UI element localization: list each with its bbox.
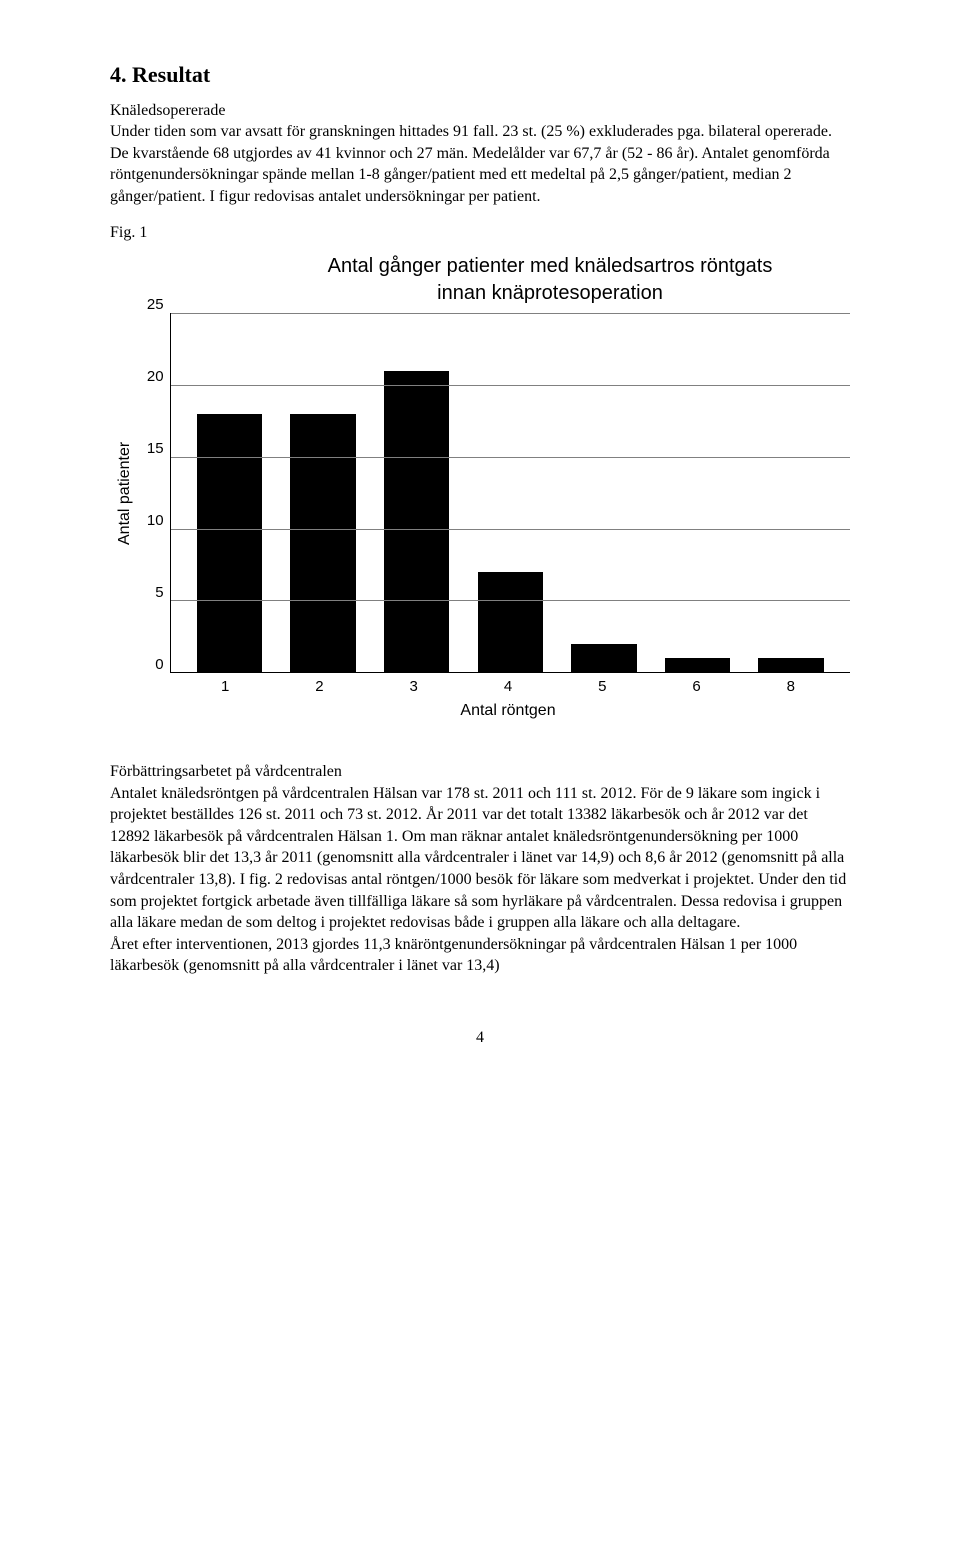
- bar-slot: [651, 313, 745, 672]
- bar: [571, 644, 637, 673]
- chart-ylabel: Antal patienter: [110, 313, 140, 673]
- bar: [478, 572, 544, 673]
- chart-title: Antal gånger patienter med knäledsartros…: [250, 253, 850, 307]
- xtick-label: 6: [649, 677, 743, 697]
- paragraph-intro: KnäledsopereradeUnder tiden som var avsa…: [110, 100, 850, 208]
- chart-xticks: 1234568: [166, 673, 850, 697]
- xtick-label: 8: [744, 677, 838, 697]
- bar: [758, 658, 824, 672]
- chart-title-line2: innan knäprotesoperation: [437, 282, 663, 304]
- page-number: 4: [110, 1027, 850, 1049]
- chart-yticks: 2520151050: [140, 313, 170, 673]
- bar: [384, 371, 450, 673]
- bar: [197, 414, 263, 672]
- bar-slot: [276, 313, 370, 672]
- xtick-label: 3: [367, 677, 461, 697]
- section-heading: 4. Resultat: [110, 60, 850, 90]
- chart-xlabel: Antal röntgen: [166, 700, 850, 722]
- paragraph-improvement-heading: Förbättringsarbetet på vårdcentralen: [110, 763, 342, 780]
- chart-container: Antal gånger patienter med knäledsartros…: [110, 253, 850, 721]
- xtick-label: 4: [461, 677, 555, 697]
- figure-label: Fig. 1: [110, 222, 850, 244]
- bar-slot: [557, 313, 651, 672]
- gridline: [171, 600, 850, 601]
- gridline: [171, 313, 850, 314]
- bar-slot: [463, 313, 557, 672]
- xtick-label: 5: [555, 677, 649, 697]
- xtick-label: 1: [178, 677, 272, 697]
- xtick-label: 2: [272, 677, 366, 697]
- bar-slot: [744, 313, 838, 672]
- bar: [290, 414, 356, 672]
- chart-plot: [170, 313, 850, 673]
- bar-slot: [183, 313, 277, 672]
- bar-slot: [370, 313, 464, 672]
- bar: [665, 658, 731, 672]
- gridline: [171, 385, 850, 386]
- paragraph-improvement: Förbättringsarbetet på vårdcentralen Ant…: [110, 761, 850, 977]
- chart-bars: [171, 313, 850, 672]
- gridline: [171, 457, 850, 458]
- paragraph-improvement-body: Antalet knäledsröntgen på vårdcentralen …: [110, 785, 846, 975]
- chart-title-line1: Antal gånger patienter med knäledsartros…: [328, 255, 773, 277]
- gridline: [171, 529, 850, 530]
- chart-area: Antal patienter 2520151050: [110, 313, 850, 673]
